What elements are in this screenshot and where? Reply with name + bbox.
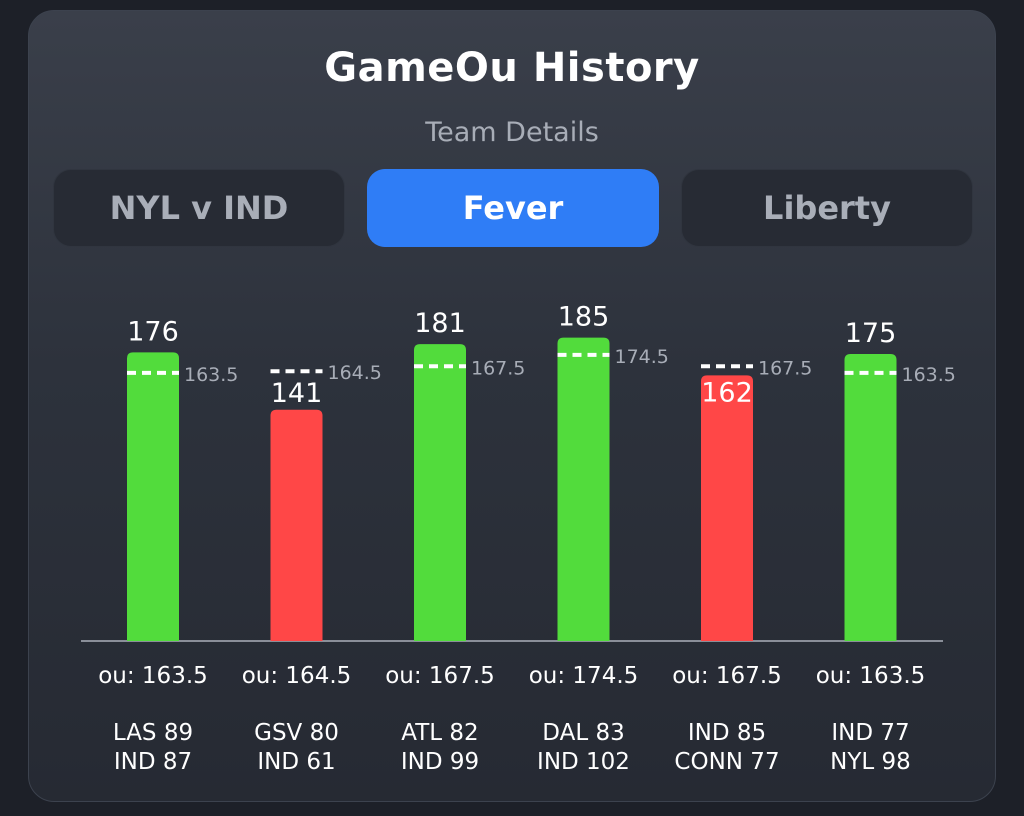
ou-caption-5: ou: 163.5 xyxy=(816,663,926,689)
ou-caption-4: ou: 167.5 xyxy=(672,663,782,689)
bar-1 xyxy=(270,409,323,641)
ou-caption-1: ou: 164.5 xyxy=(242,663,352,689)
ou-line-label-4: 167.5 xyxy=(758,357,812,379)
team-score-2-5: NYL 98 xyxy=(830,749,911,775)
card-subtitle: Team Details xyxy=(425,117,599,148)
tab-matchup[interactable]: NYL v IND xyxy=(53,169,345,247)
bar-2 xyxy=(414,344,466,641)
bar-4 xyxy=(701,375,753,641)
team-score-1-4: IND 85 xyxy=(688,720,766,746)
bar-value-2: 181 xyxy=(414,308,466,339)
bar-0 xyxy=(127,352,179,641)
team-score-2-3: IND 102 xyxy=(537,749,630,775)
ou-line-label-3: 174.5 xyxy=(615,346,669,368)
ou-line-label-1: 164.5 xyxy=(328,362,382,384)
card-title: GameOu History xyxy=(324,45,700,91)
ou-caption-3: ou: 174.5 xyxy=(529,663,639,689)
ou-caption-2: ou: 167.5 xyxy=(385,663,495,689)
team-score-1-2: ATL 82 xyxy=(401,720,478,746)
team-score-2-4: CONN 77 xyxy=(674,749,779,775)
bar-value-0: 176 xyxy=(127,316,179,347)
bar-value-4: 162 xyxy=(701,377,753,408)
bar-value-5: 175 xyxy=(845,318,897,349)
ou-caption-0: ou: 163.5 xyxy=(98,663,208,689)
ou-line-label-2: 167.5 xyxy=(471,357,525,379)
team-score-2-0: IND 87 xyxy=(114,749,192,775)
team-score-2-2: IND 99 xyxy=(401,749,479,775)
bar-value-3: 185 xyxy=(558,302,610,333)
ou-line-label-0: 163.5 xyxy=(184,364,238,386)
team-score-1-3: DAL 83 xyxy=(542,720,624,746)
team-score-1-5: IND 77 xyxy=(831,720,909,746)
tab-liberty[interactable]: Liberty xyxy=(681,169,973,247)
ou-line-label-5: 163.5 xyxy=(902,364,956,386)
team-score-1-0: LAS 89 xyxy=(113,720,193,746)
bar-value-1: 141 xyxy=(271,378,323,409)
team-score-1-1: GSV 80 xyxy=(254,720,339,746)
team-score-2-1: IND 61 xyxy=(257,749,335,775)
tab-fever[interactable]: Fever xyxy=(367,169,659,247)
ou-history-card: GameOu History Team Details NYL v IND Fe… xyxy=(28,10,996,802)
bar-5 xyxy=(844,354,897,641)
bar-3 xyxy=(557,337,610,641)
